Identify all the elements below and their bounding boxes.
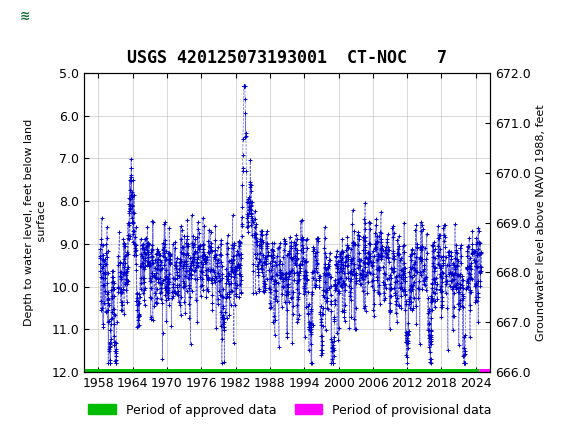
Title: USGS 420125073193001  CT-NOC   7: USGS 420125073193001 CT-NOC 7: [127, 49, 447, 68]
Legend: Period of approved data, Period of provisional data: Period of approved data, Period of provi…: [83, 399, 497, 421]
FancyBboxPatch shape: [9, 5, 41, 28]
Text: ≋: ≋: [19, 9, 30, 23]
Text: USGS: USGS: [48, 9, 95, 24]
Y-axis label: Depth to water level, feet below land
 surface: Depth to water level, feet below land su…: [24, 119, 47, 326]
Y-axis label: Groundwater level above NAVD 1988, feet: Groundwater level above NAVD 1988, feet: [536, 104, 546, 341]
